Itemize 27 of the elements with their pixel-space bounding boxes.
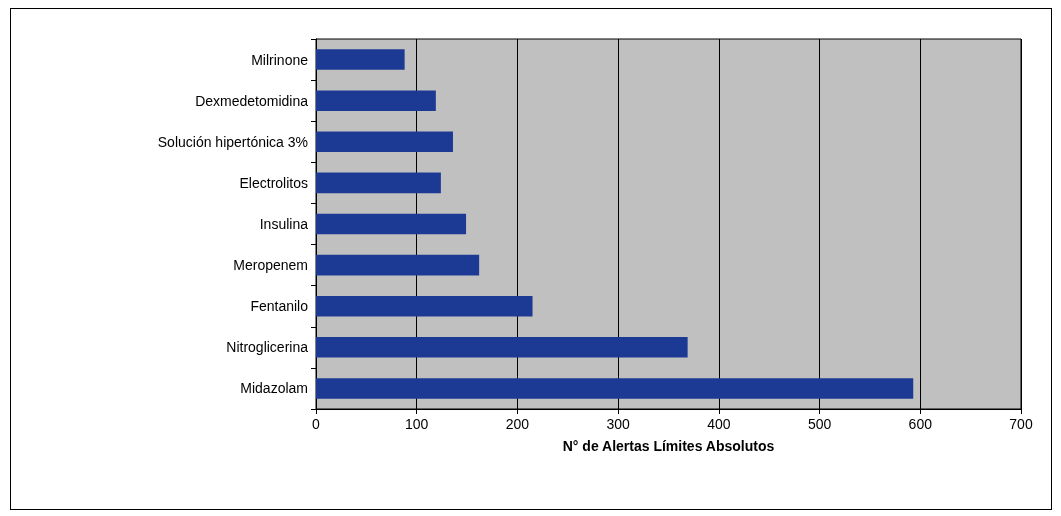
x-tick-label: 200 <box>505 416 530 432</box>
y-tick-label: Solución hipertónica 3% <box>157 133 308 150</box>
bar <box>316 378 914 399</box>
y-tick-label: Insulina <box>259 216 309 232</box>
x-tick-label: 700 <box>1009 416 1033 432</box>
bar <box>316 254 480 276</box>
y-tick-label: Meropenem <box>233 257 308 274</box>
y-tick-label: Fentanilo <box>250 298 309 315</box>
x-tick-label: 500 <box>807 416 832 432</box>
bar <box>316 131 453 153</box>
bar <box>316 337 688 358</box>
bar <box>316 172 441 194</box>
x-tick-label: 600 <box>908 416 933 432</box>
y-tick-label: Milrinone <box>251 51 309 68</box>
bar <box>316 213 467 235</box>
bar <box>316 49 405 70</box>
bar <box>316 90 436 111</box>
x-tick-label: 100 <box>405 416 429 432</box>
x-axis-title: N° de Alertas Límites Absolutos <box>562 438 775 454</box>
bar <box>316 295 533 317</box>
y-tick-label: Electrolitos <box>239 174 308 191</box>
y-tick-label: Nitroglicerina <box>226 339 309 356</box>
x-tick-label: 0 <box>312 416 321 432</box>
y-tick-label: Midazolam <box>240 380 308 397</box>
y-tick-label: Dexmedetomidina <box>195 92 309 109</box>
x-tick-label: 300 <box>606 416 631 432</box>
x-tick-label: 400 <box>707 416 731 432</box>
